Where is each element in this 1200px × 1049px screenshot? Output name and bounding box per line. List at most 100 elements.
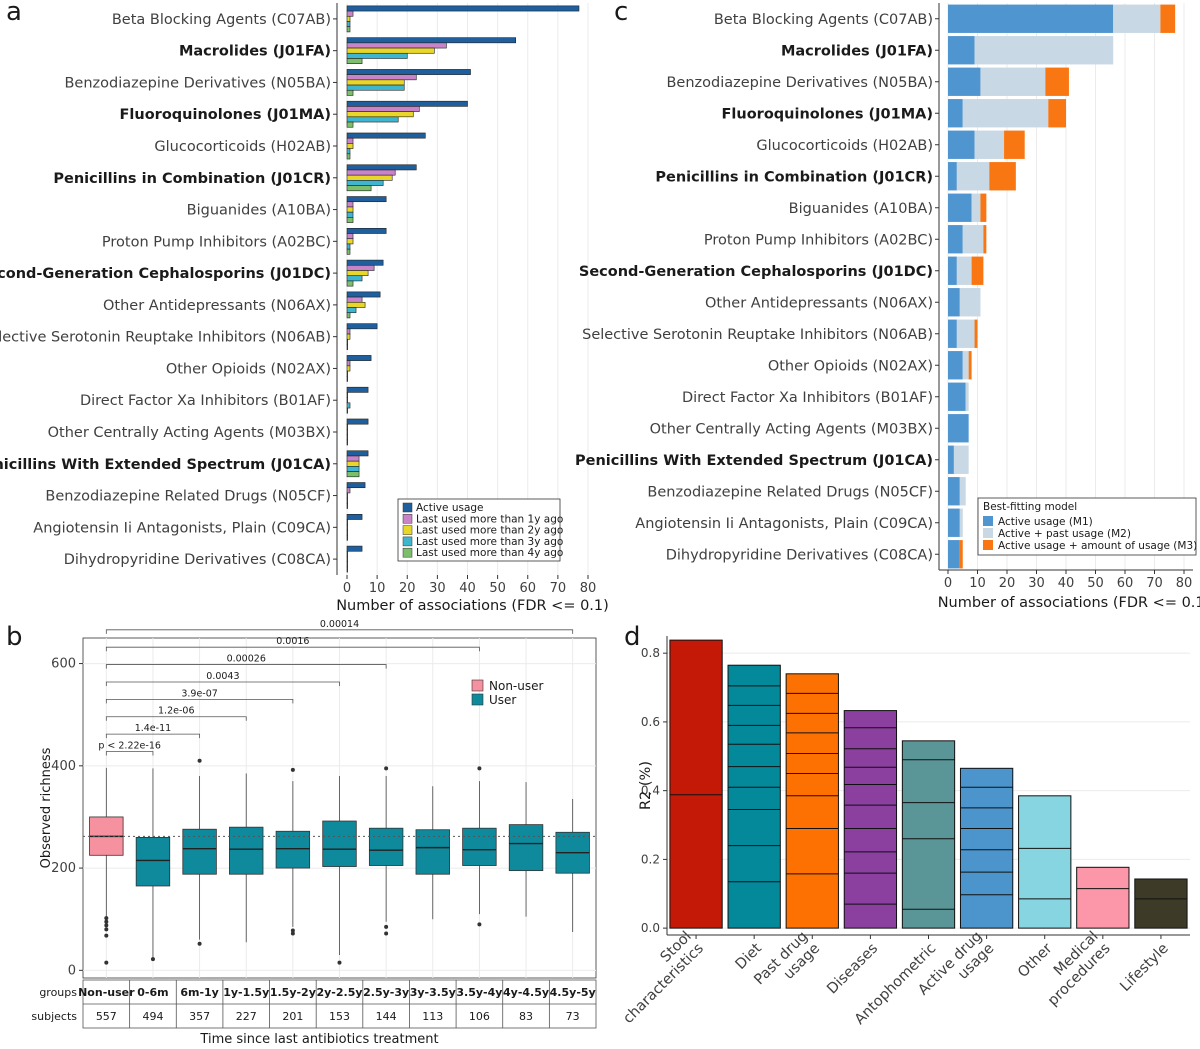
bar-a bbox=[346, 238, 354, 245]
category-label-a: Selective Serotonin Reuptake Inhibitors … bbox=[0, 330, 331, 346]
subject-count-b: 83 bbox=[519, 1010, 533, 1023]
bar-a bbox=[346, 386, 369, 393]
panel-b-boxplot: 0 200 400 600 p < 2.22e-16 1.4e-11 1.2e-06 3.9e… bbox=[31, 619, 597, 1047]
box-b bbox=[229, 826, 264, 875]
category-label-a: Penicillins in Combination (J01CR) bbox=[53, 171, 331, 187]
category-label-c: Fluoroquinolones (J01MA) bbox=[722, 106, 933, 122]
y-axis-title-b: Observed richness bbox=[39, 747, 54, 868]
bar-a bbox=[346, 333, 351, 340]
category-label-c: Benzodiazepine Related Drugs (N05CF) bbox=[647, 484, 933, 500]
panel-a-bar-chart: 0 10 20 30 40 50 60 70 80 Beta Blocking Agents (C… bbox=[0, 3, 609, 614]
outlier-point-b bbox=[290, 931, 295, 936]
subject-count-b: 557 bbox=[96, 1010, 117, 1023]
category-label-c: Angiotensin Ii Antagonists, Plain (C09CA… bbox=[635, 516, 933, 532]
bar-a bbox=[346, 482, 366, 489]
bar-d bbox=[1018, 795, 1072, 929]
bar-a bbox=[346, 519, 348, 526]
x-tick-label-a: 30 bbox=[429, 581, 446, 596]
outlier-point-b bbox=[104, 933, 109, 938]
category-label-c: Glucocorticoids (H02AB) bbox=[756, 138, 933, 154]
bar-a bbox=[346, 79, 405, 86]
box-b bbox=[322, 820, 357, 867]
category-label-c: Penicillins With Extended Spectrum (J01C… bbox=[575, 453, 933, 469]
bar-a bbox=[346, 312, 351, 319]
legend-label-a: Last used more than 1y ago bbox=[416, 513, 563, 525]
x-tick-label-a: 60 bbox=[519, 581, 536, 596]
bar-segment-c bbox=[968, 351, 972, 380]
bar-segment-c bbox=[953, 445, 969, 474]
bar-a bbox=[346, 471, 360, 478]
x-tick-label-c: 0 bbox=[944, 576, 952, 591]
group-label-b: 2y-2.5y bbox=[316, 986, 362, 999]
group-label-b: 6m-1y bbox=[180, 986, 219, 999]
category-label-a: Direct Factor Xa Inhibitors (B01AF) bbox=[80, 393, 331, 409]
bar-a bbox=[346, 132, 426, 139]
bar-a bbox=[346, 355, 372, 361]
box-b bbox=[462, 827, 497, 866]
bar-segment-c bbox=[948, 99, 963, 128]
outlier-point-b bbox=[384, 931, 389, 936]
subject-count-b: 494 bbox=[142, 1010, 163, 1023]
significance-bracket-b bbox=[105, 629, 574, 634]
bar-a bbox=[346, 196, 387, 203]
bar-segment-c bbox=[980, 193, 987, 222]
y-tick-label-b: 400 bbox=[51, 759, 76, 774]
category-label-a: Dihydropyridine Derivatives (C08CA) bbox=[64, 552, 331, 568]
bar-a bbox=[346, 545, 363, 552]
bar-segment-c bbox=[974, 36, 1114, 65]
p-value-label-b: 1.4e-11 bbox=[135, 723, 171, 734]
category-label-a: Angiotensin Ii Antagonists, Plain (C09CA… bbox=[33, 520, 331, 536]
bar-a bbox=[346, 561, 348, 568]
category-label-c: Other Antidepressants (N06AX) bbox=[705, 295, 933, 311]
legend-label-c: Active usage + amount of usage (M3) bbox=[998, 540, 1197, 552]
p-value-label-b: 0.00014 bbox=[320, 619, 359, 630]
category-label-c: Biguanides (A10BA) bbox=[789, 201, 933, 217]
group-label-b: 3.5y-4y bbox=[456, 986, 502, 999]
bar-segment-c bbox=[1048, 99, 1066, 128]
significance-bracket-b bbox=[105, 751, 154, 756]
category-label-a: Other Centrally Acting Agents (M03BX) bbox=[48, 425, 331, 441]
bar-d bbox=[1134, 878, 1188, 929]
legend-label-c: Active usage (M1) bbox=[998, 516, 1093, 528]
legend-label-a: Last used more than 2y ago bbox=[416, 525, 563, 537]
category-label-a: Penicillins With Extended Spectrum (J01C… bbox=[0, 457, 331, 473]
table-row-label-b: subjects bbox=[31, 1010, 77, 1023]
bar-segment-c bbox=[1004, 130, 1025, 159]
bar-a bbox=[346, 47, 435, 54]
bar-segment-c bbox=[980, 67, 1046, 96]
category-label-a: Biguanides (A10BA) bbox=[187, 203, 331, 219]
bar-segment-c bbox=[971, 256, 984, 285]
category-label-c: Direct Factor Xa Inhibitors (B01AF) bbox=[682, 390, 933, 406]
bar-a bbox=[346, 492, 348, 499]
outlier-point-b bbox=[197, 941, 202, 946]
panel-c-stacked-bar-chart: 0 10 20 30 40 50 60 70 80 Beta Blocking Agents (C… bbox=[575, 3, 1200, 611]
y-tick-label-d: 0.0 bbox=[641, 921, 660, 935]
bar-segment-c bbox=[948, 225, 963, 254]
x-tick-label-a: 70 bbox=[550, 581, 567, 596]
bar-a bbox=[346, 5, 580, 12]
p-value-label-b: 1.2e-06 bbox=[158, 706, 194, 717]
bar-a bbox=[346, 248, 351, 255]
bar-a bbox=[346, 137, 354, 144]
subject-count-b: 201 bbox=[282, 1010, 303, 1023]
bar-a bbox=[346, 37, 516, 44]
outlier-point-b bbox=[337, 960, 342, 965]
panel-label-d: d bbox=[624, 622, 641, 652]
outlier-point-b bbox=[104, 919, 109, 924]
outlier-point-b bbox=[477, 766, 482, 771]
bar-a bbox=[346, 392, 348, 398]
bar-segment-c bbox=[948, 36, 975, 65]
bar-segment-c bbox=[948, 540, 960, 569]
bar-d bbox=[1076, 866, 1130, 929]
bar-segment-c bbox=[948, 288, 960, 317]
significance-bracket-b bbox=[105, 646, 480, 652]
legend-swatch-a bbox=[402, 547, 413, 558]
category-label-a: Other Antidepressants (N06AX) bbox=[103, 298, 331, 314]
subject-count-b: 357 bbox=[189, 1010, 210, 1023]
category-label-c: Beta Blocking Agents (C07AB) bbox=[714, 12, 933, 28]
y-axis-title-d: R2 (%) bbox=[638, 761, 654, 810]
x-tick-label-c: 80 bbox=[1176, 576, 1193, 591]
y-tick-label-d: 0.2 bbox=[641, 852, 660, 866]
bar-a bbox=[346, 10, 354, 17]
